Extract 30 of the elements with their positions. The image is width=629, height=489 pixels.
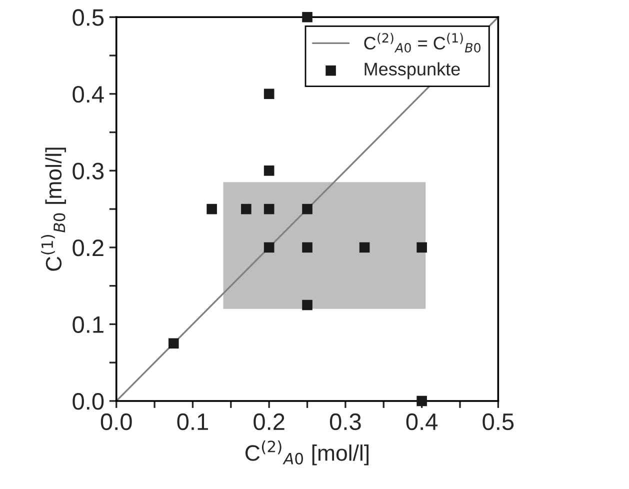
point xyxy=(241,204,252,214)
y-tick-label: 0.2 xyxy=(72,240,104,256)
x-tick-label: 0.0 xyxy=(100,413,132,430)
x-tick-label: 0.2 xyxy=(254,413,284,430)
point xyxy=(264,88,274,100)
point xyxy=(264,242,274,253)
y-tick-label: 0.5 xyxy=(72,9,104,26)
y-tick-label: 0.0 xyxy=(72,393,104,410)
x-tick-label: 0.5 xyxy=(482,413,514,430)
point xyxy=(416,242,427,253)
point xyxy=(359,242,370,253)
point xyxy=(264,204,274,214)
x-axis-title: C$^{(2)}$$_{A0}$ [mol/l] xyxy=(246,440,368,466)
legend-label: C$^{(2)}$$_{A0}$ = C$^{(1)}$$_{B0}$ xyxy=(364,32,480,53)
legend-label: Messpunkte xyxy=(364,62,460,80)
point xyxy=(302,204,312,214)
point xyxy=(302,300,312,310)
x-tick-label: 0.3 xyxy=(330,413,361,430)
point xyxy=(416,396,427,406)
y-tick-label: 0.1 xyxy=(72,316,104,333)
y-tick-label: 0.3 xyxy=(72,162,104,180)
point xyxy=(302,12,312,22)
x-tick-label: 0.1 xyxy=(177,413,208,430)
point xyxy=(168,338,179,349)
y-axis-title: C$^{(1)}$$_{B0}$ [mol/l] xyxy=(41,148,66,271)
y-tick-label: 0.4 xyxy=(72,86,104,103)
point xyxy=(264,166,274,176)
x-tick-label: 0.4 xyxy=(406,413,438,430)
point xyxy=(206,204,217,214)
point xyxy=(302,242,312,253)
